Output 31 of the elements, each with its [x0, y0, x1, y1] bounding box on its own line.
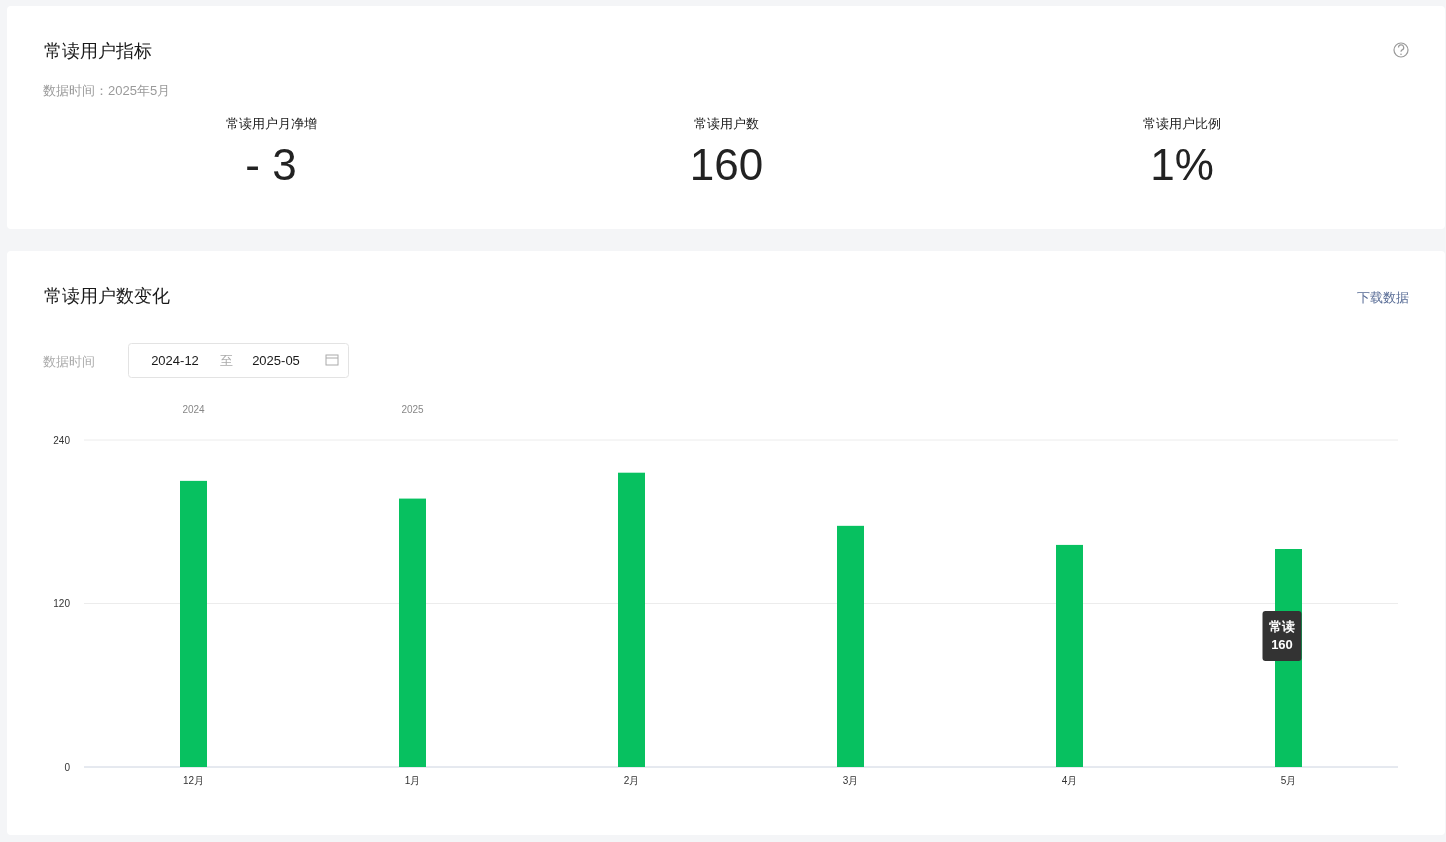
text: 至	[219, 353, 233, 368]
text: 常读用户指标	[44, 41, 152, 61]
text: 下载数据	[1357, 290, 1409, 305]
bar	[180, 480, 207, 767]
bar	[1056, 544, 1083, 767]
x-tick-label: 2月	[623, 775, 640, 786]
text: 2024-12	[151, 353, 199, 368]
x-tick-label: 4月	[1061, 775, 1078, 786]
category-label: 常读用户比例	[1143, 116, 1221, 131]
text: 160	[689, 140, 764, 189]
y-tick-label: 240	[53, 434, 71, 446]
chart-title: 常读用户数变化	[44, 286, 170, 306]
text: 数据时间	[43, 354, 95, 369]
x-tick-label: 12月	[182, 775, 205, 786]
text: 1%	[1150, 140, 1214, 189]
x-tick-label: 3月	[842, 775, 859, 786]
text: 2024	[182, 404, 206, 415]
text: 数据时间：2025年5月	[43, 83, 171, 98]
category-label: 常读用户月净增	[225, 116, 317, 131]
annotation: 常读 160	[1269, 619, 1295, 652]
x-tick-label: 5月	[1280, 775, 1297, 786]
text: - 3	[245, 140, 297, 189]
category-label: 常读用户数	[694, 116, 759, 131]
bar	[618, 472, 645, 767]
text: 2025	[401, 404, 425, 415]
y-tick-label: 0	[64, 761, 71, 773]
text: 2025-05	[252, 353, 300, 368]
bar	[837, 525, 864, 767]
bar	[399, 498, 426, 767]
y-tick-label: 120	[53, 598, 71, 609]
x-tick-label: 1月	[404, 775, 421, 786]
